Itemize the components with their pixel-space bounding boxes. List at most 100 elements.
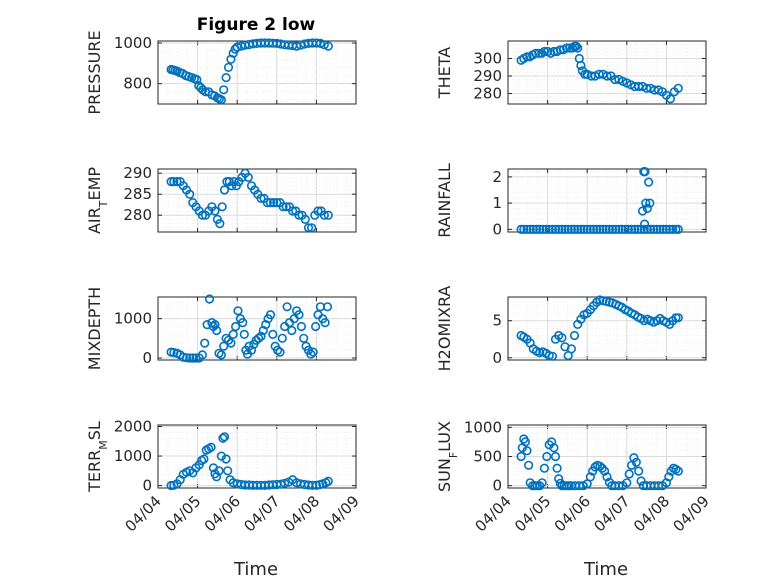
data-point [552, 463, 562, 473]
y-tick-label: 1000 [114, 447, 152, 465]
y-tick-label: 0 [492, 349, 502, 367]
data-point [576, 60, 586, 71]
data-point [210, 320, 220, 330]
y-tick-label: 290 [123, 164, 152, 182]
data-point [219, 85, 229, 95]
data-point [547, 351, 558, 361]
y-tick-label: 5 [492, 312, 502, 330]
data-point [323, 476, 333, 486]
y-tick-label: 1000 [114, 34, 152, 52]
data-series [516, 434, 683, 491]
data-point [560, 224, 570, 234]
data-point [215, 219, 225, 229]
data-point [617, 224, 627, 234]
data-series [166, 294, 333, 363]
axes-frame [507, 424, 707, 489]
data-point [219, 341, 229, 351]
data-point [319, 210, 329, 220]
data-point [185, 189, 195, 199]
data-point [278, 202, 288, 212]
data-point [268, 329, 278, 340]
data-point [620, 224, 630, 234]
y-tick-label: 0 [142, 477, 152, 495]
data-point [563, 224, 573, 234]
data-point [554, 224, 564, 234]
data-point [642, 203, 653, 213]
data-point [522, 224, 532, 234]
data-point [197, 210, 207, 220]
y-axis-label: PRESSURE [85, 30, 104, 114]
data-point [281, 202, 291, 212]
data-point [629, 453, 639, 463]
data-point [308, 347, 318, 357]
y-tick-label: 300 [473, 50, 502, 68]
data-point [639, 224, 649, 234]
y-axis-label: SUNFLUX [435, 421, 460, 492]
data-point [214, 466, 224, 476]
data-point [550, 224, 561, 234]
data-point [531, 48, 541, 58]
data-point [256, 193, 266, 203]
data-point [239, 329, 249, 340]
data-point [653, 481, 664, 491]
data-point [557, 333, 567, 343]
data-point [595, 461, 605, 472]
data-point [306, 349, 316, 359]
data-point [172, 177, 182, 187]
data-series [166, 168, 333, 233]
data-point [218, 433, 228, 443]
data-point [275, 347, 285, 357]
data-point [582, 224, 592, 234]
data-point [673, 313, 683, 323]
data-point [569, 330, 580, 341]
data-point [569, 224, 580, 234]
data-point [194, 460, 204, 470]
data-point [671, 464, 681, 474]
figure-title: Figure 2 low [197, 15, 316, 35]
data-point [528, 224, 538, 234]
data-point [531, 224, 542, 234]
data-point [571, 41, 581, 51]
data-point [294, 210, 304, 220]
data-point [320, 318, 330, 328]
data-point [614, 481, 624, 491]
data-point [192, 74, 202, 85]
data-point [299, 333, 309, 343]
data-point [673, 83, 683, 93]
data-point [585, 224, 596, 234]
data-point [626, 224, 637, 234]
data-point [637, 206, 648, 216]
data-point [598, 224, 608, 234]
data-point [592, 224, 602, 234]
axes-frame [157, 168, 357, 233]
data-point [307, 223, 317, 233]
y-tick-label: 285 [123, 185, 152, 203]
data-point [566, 344, 577, 354]
subplot-5: 0 1000 MIXDEPTH [85, 287, 357, 370]
data-point [614, 224, 624, 234]
data-point [576, 224, 586, 234]
data-point [522, 52, 532, 62]
y-tick-label: 1000 [464, 418, 502, 436]
data-point [185, 353, 195, 363]
subplot-3: 280 285 290 AIRTEMP [85, 164, 357, 234]
y-axis-label: AIRTEMP [85, 167, 110, 234]
y-tick-label: 2 [492, 168, 502, 186]
data-point [624, 469, 634, 479]
data-point [585, 472, 596, 482]
data-point [276, 479, 286, 489]
data-point [519, 224, 529, 234]
data-point [303, 223, 314, 233]
data-point [181, 353, 192, 363]
subplot-6: 0 5 H2OMIXRA [435, 286, 707, 371]
axes-frame [157, 296, 357, 361]
data-point [219, 432, 230, 442]
data-point [269, 198, 279, 208]
data-point [522, 446, 532, 456]
data-point [611, 224, 621, 234]
data-point [217, 202, 227, 212]
data-point [221, 333, 231, 343]
data-point [169, 177, 179, 187]
